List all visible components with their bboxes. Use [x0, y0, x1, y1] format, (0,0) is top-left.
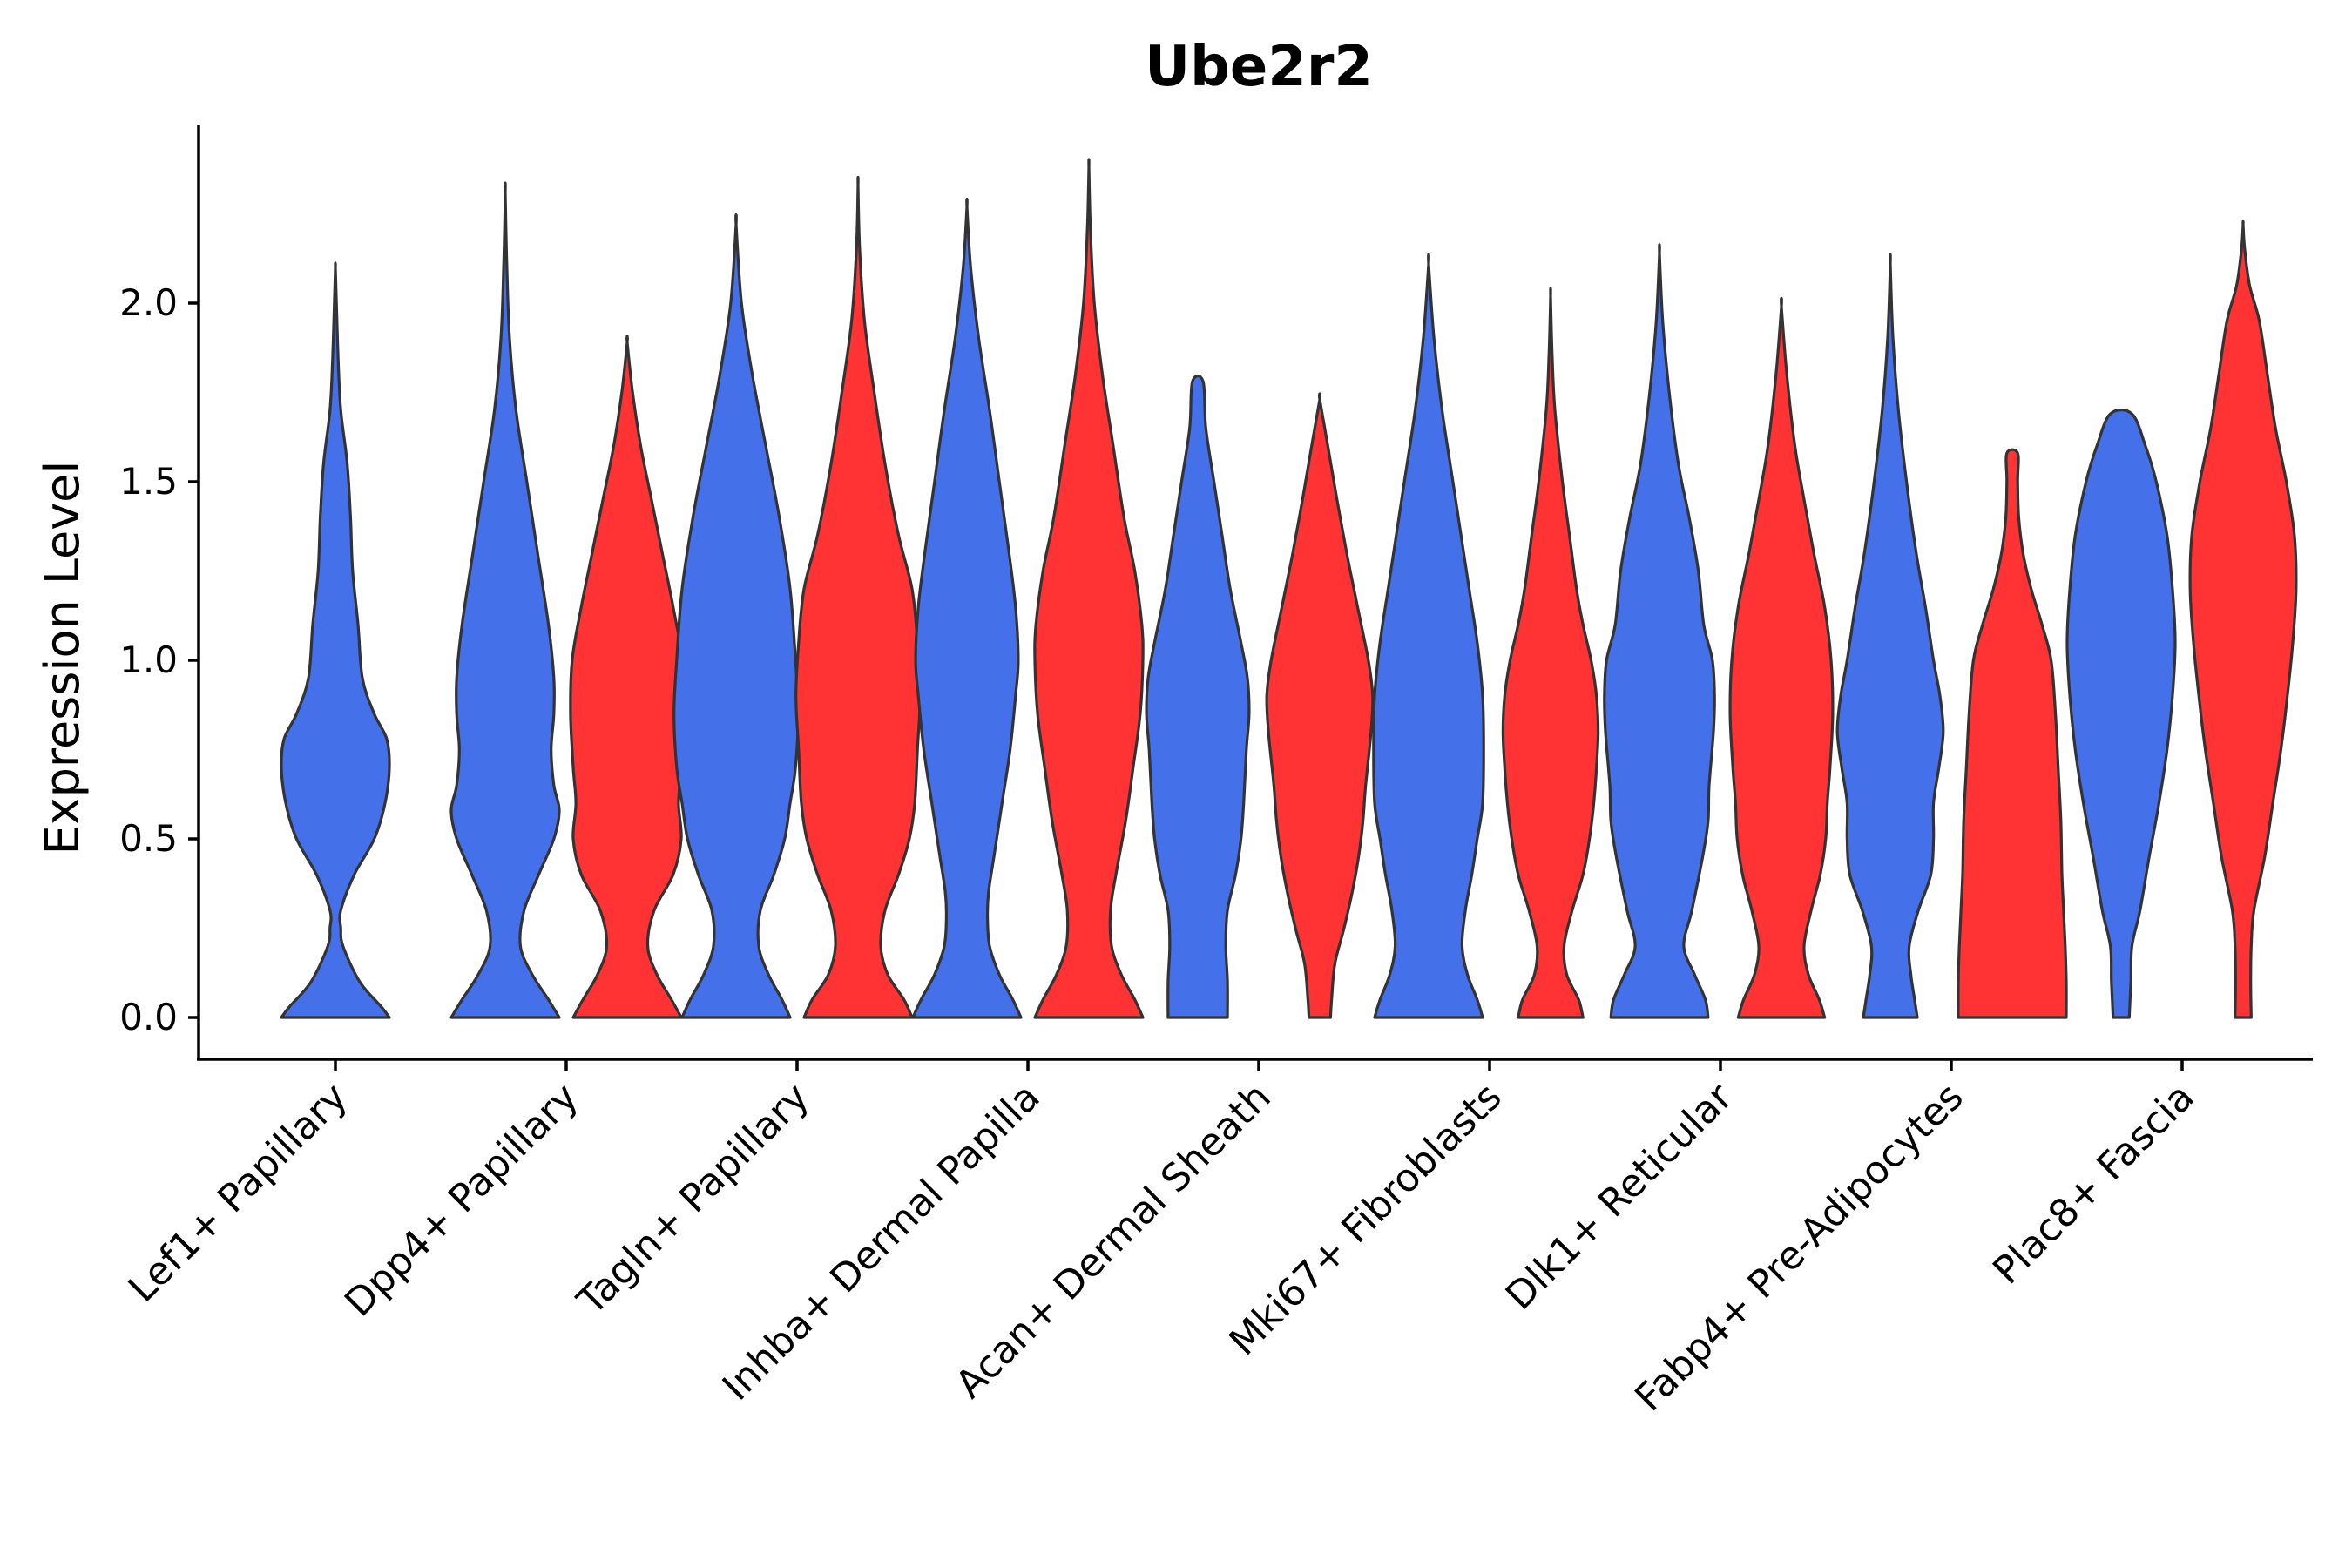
violin-fabp4-pre-adipocytes-group1 — [1835, 253, 1945, 1019]
y-ticks: 0.0 0.5 1.0 1.5 2.0 — [119, 281, 199, 1038]
y-tick-label: 1.0 — [119, 639, 178, 681]
violin-inhba-dermal-papilla-group2 — [1033, 158, 1145, 1019]
violin-acan-dermal-sheath-group1 — [1145, 374, 1251, 1019]
x-tick-label: Lef1+ Papillary — [120, 1075, 356, 1311]
violin-tagln-papillary-group1 — [672, 213, 800, 1019]
violin-dlk1-reticular-group1 — [1603, 243, 1716, 1019]
x-tick-label: Tagln+ Papillary — [569, 1075, 818, 1324]
violin-dpp4-papillary-group1 — [449, 181, 561, 1019]
violin-mki67-fibroblasts-group2 — [1501, 287, 1600, 1019]
x-tick-label: Dlk1+ Reticular — [1497, 1074, 1742, 1319]
violin-tagln-papillary-group2 — [794, 175, 922, 1019]
violin-fabp4-pre-adipocytes-group2 — [1957, 448, 2068, 1019]
y-axis-label: Expression Level — [35, 461, 90, 855]
violin-plac8-fascia-group2 — [2188, 220, 2298, 1019]
y-tick-label: 0.5 — [119, 817, 178, 860]
violin-lef1-papillary-group1 — [280, 261, 391, 1019]
y-tick-label: 1.5 — [119, 460, 178, 503]
chart-title: Ube2r2 — [1145, 35, 1373, 99]
violin-group — [280, 158, 2298, 1019]
violin-dpp4-papillary-group2 — [569, 335, 686, 1019]
violin-mki67-fibroblasts-group1 — [1372, 253, 1485, 1019]
violin-acan-dermal-sheath-group2 — [1265, 392, 1375, 1019]
violin-inhba-dermal-papilla-group1 — [911, 197, 1023, 1019]
violin-plac8-fascia-group1 — [2065, 408, 2177, 1019]
x-tick-label: Dpp4+ Papillary — [336, 1075, 587, 1326]
y-tick-label: 0.0 — [119, 996, 178, 1038]
x-tick-label: Plac8+ Fascia — [1984, 1075, 2203, 1294]
violin-dlk1-reticular-group2 — [1728, 296, 1835, 1019]
y-tick-label: 2.0 — [119, 281, 178, 324]
